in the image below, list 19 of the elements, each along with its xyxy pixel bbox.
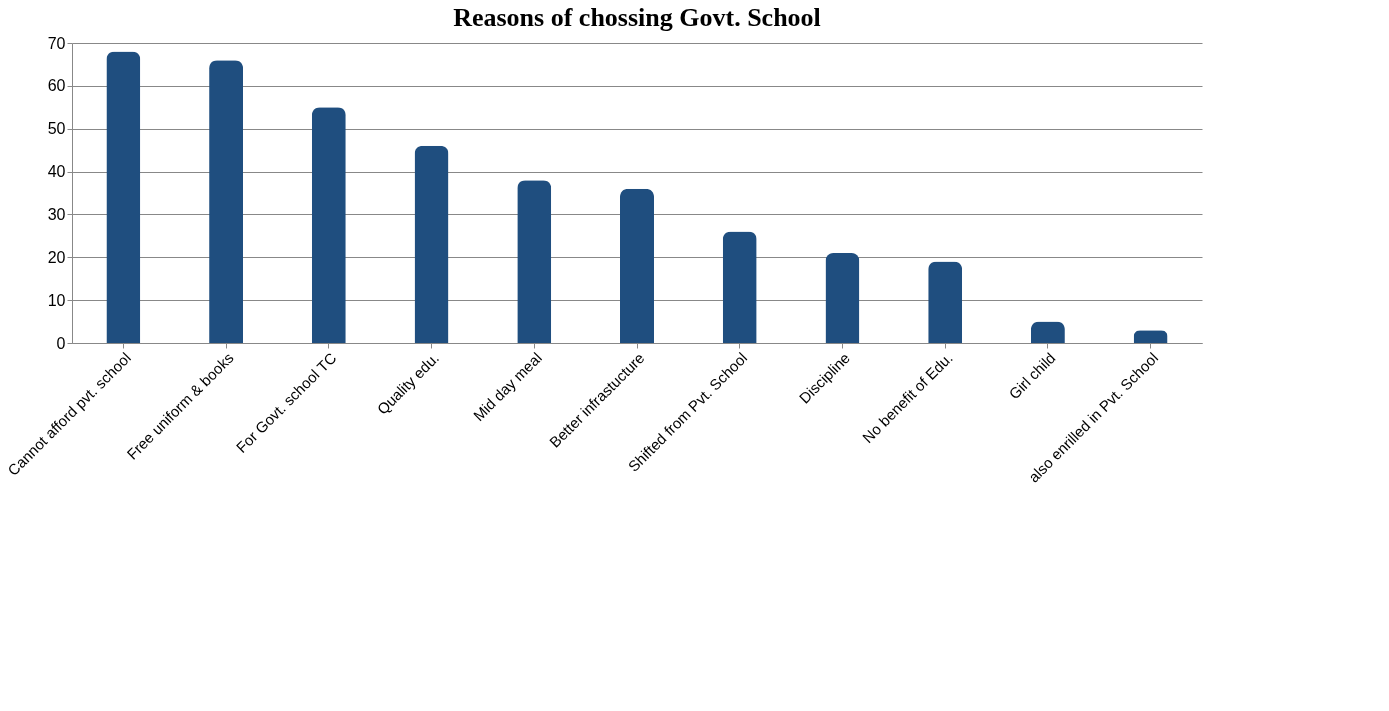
bar xyxy=(517,180,552,343)
bar xyxy=(1030,321,1065,343)
y-tick-label: 20 xyxy=(47,248,66,266)
bar xyxy=(209,60,244,343)
y-tick-label: 40 xyxy=(47,163,66,181)
bar xyxy=(928,261,963,343)
y-tick-label: 60 xyxy=(47,77,66,95)
y-tick-label: 10 xyxy=(47,291,66,309)
bar xyxy=(825,253,860,343)
y-tick-label: 70 xyxy=(47,34,66,52)
y-tick-label: 0 xyxy=(56,334,66,352)
bar xyxy=(620,188,654,343)
bar xyxy=(722,231,757,343)
chart-title: Reasons of chossing Govt. School xyxy=(453,3,821,32)
y-tick-label: 50 xyxy=(47,120,66,138)
y-tick-label: 30 xyxy=(47,205,66,223)
bar xyxy=(311,107,346,343)
bar xyxy=(106,51,141,343)
bar xyxy=(414,145,449,343)
